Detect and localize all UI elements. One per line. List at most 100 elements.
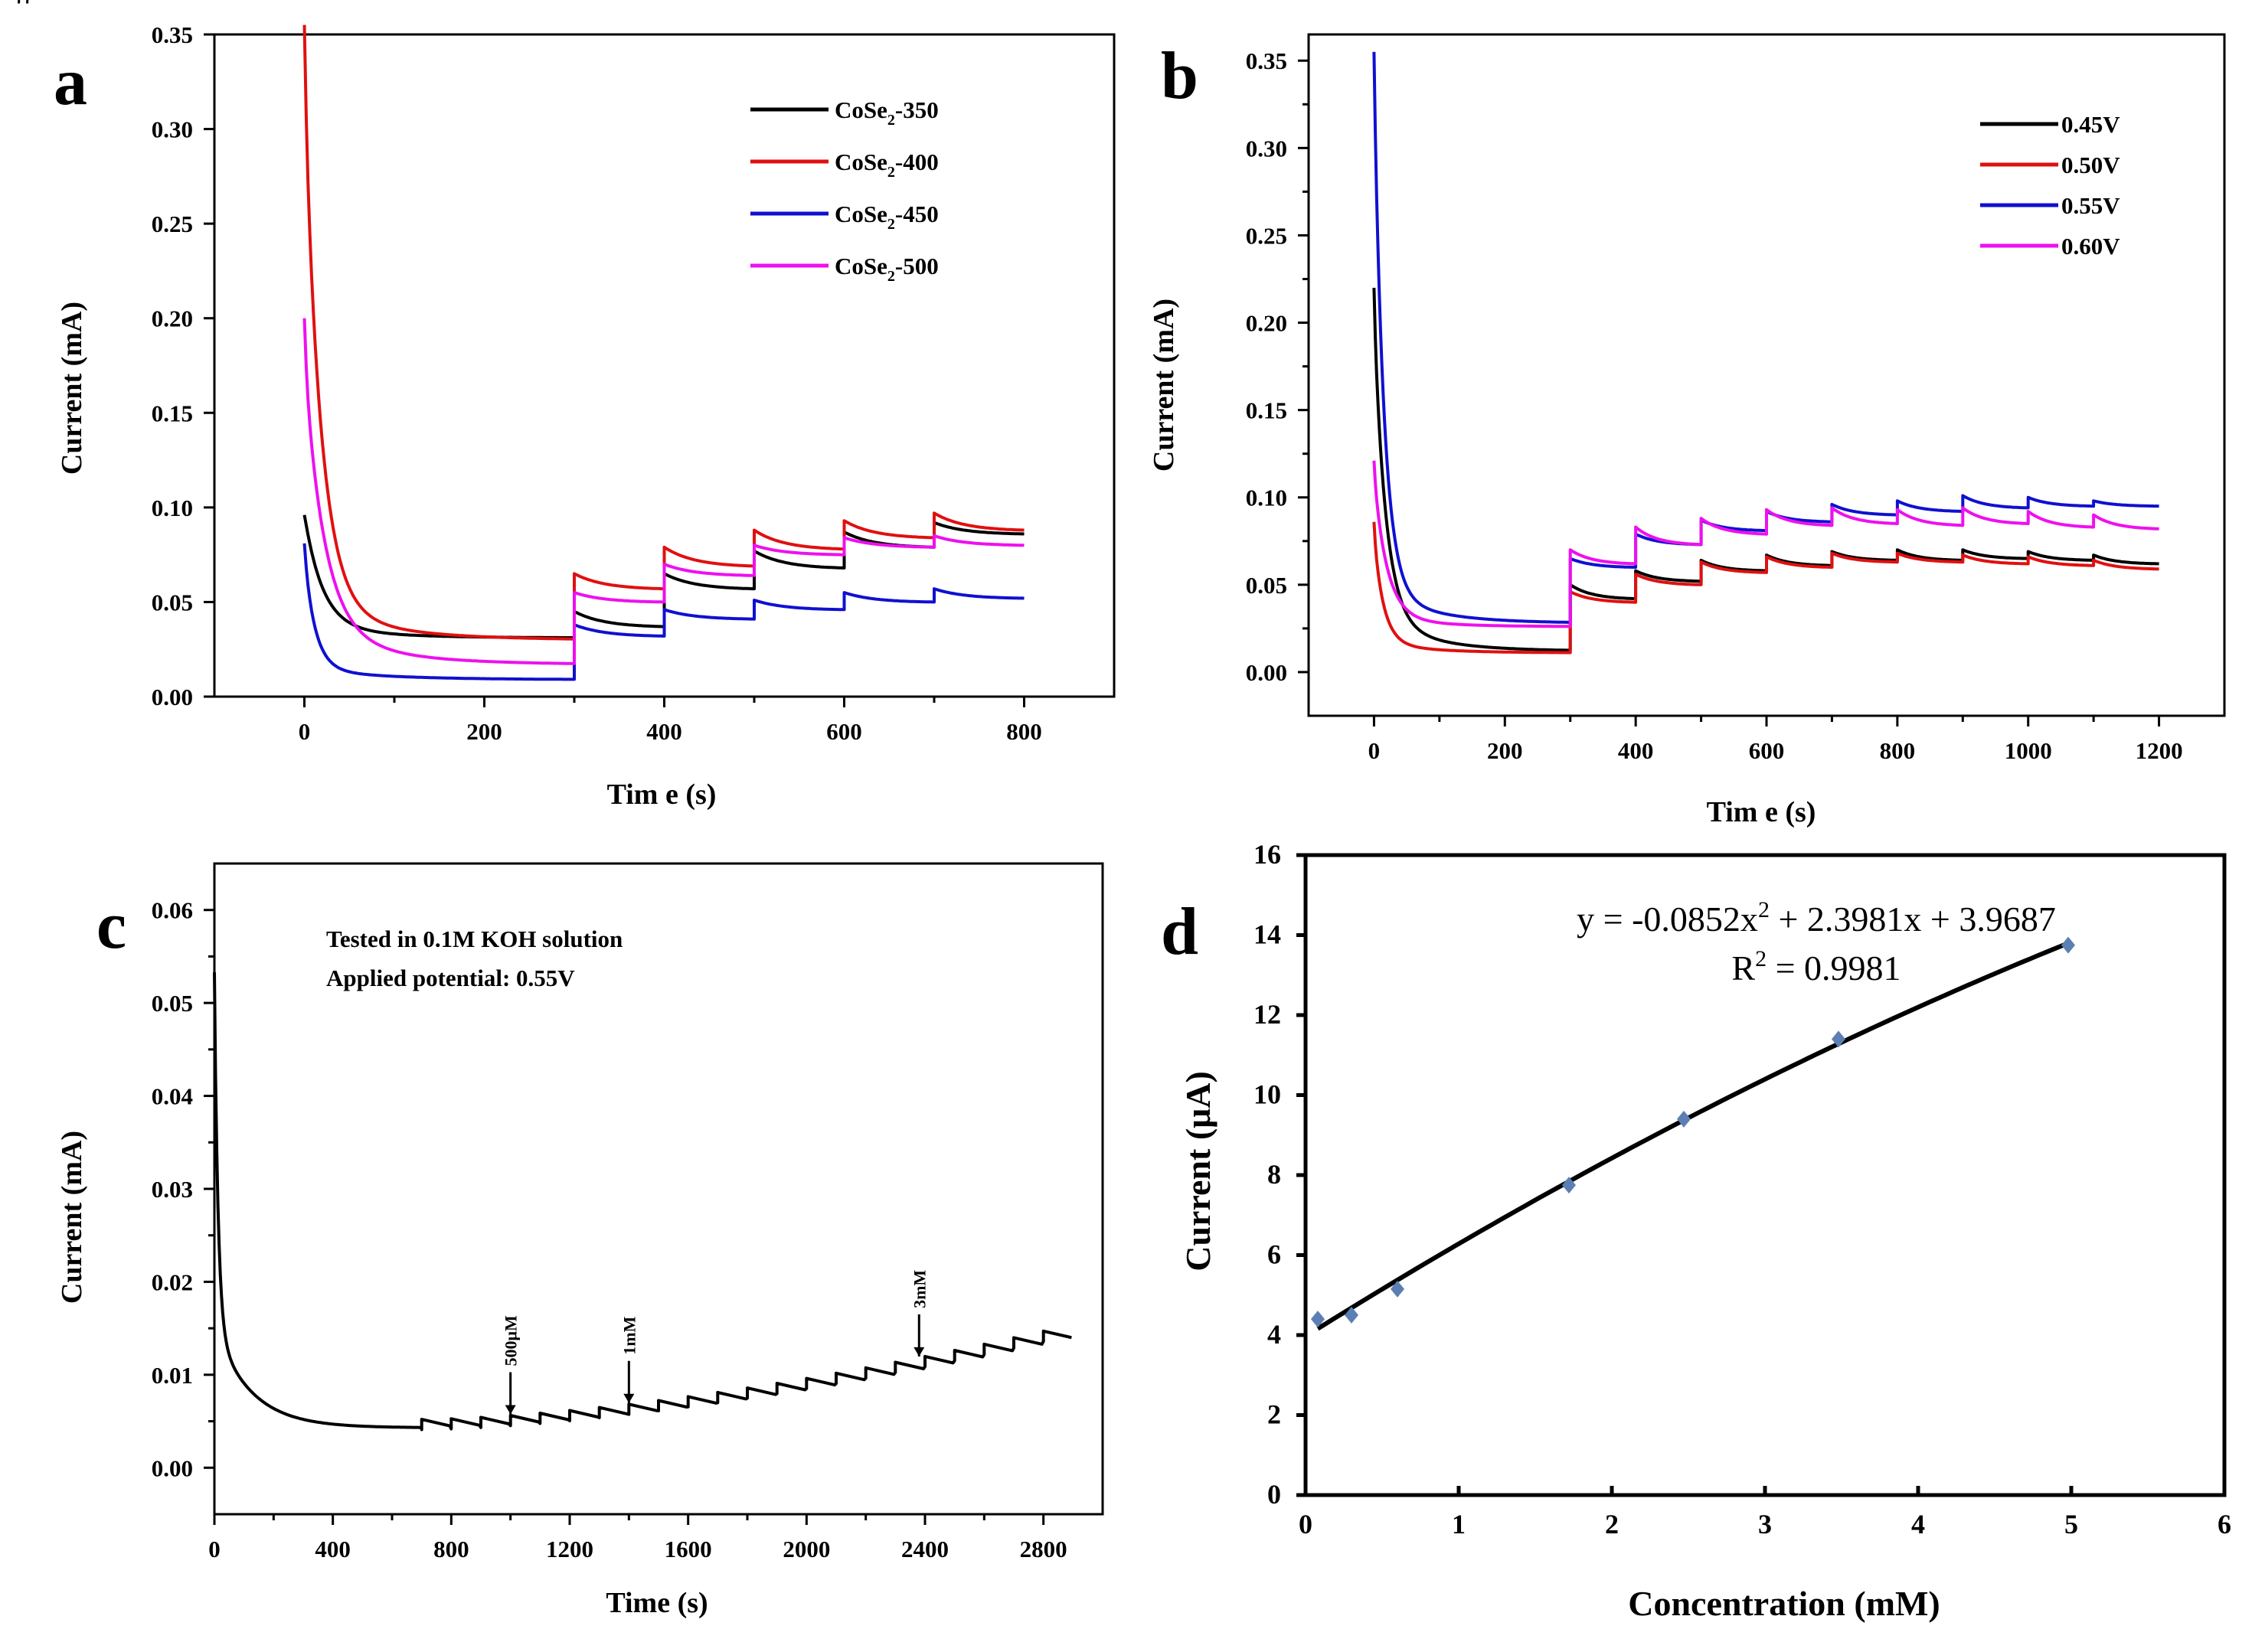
legend-label-4: CoSe2-500 (835, 253, 939, 285)
panel-c-letter: c (96, 889, 126, 963)
y-tick-label: 0.15 (1246, 397, 1287, 424)
y-tick-label: 0.35 (1246, 47, 1287, 74)
legend-label-4: 0.60V (2061, 233, 2120, 260)
y-tick-label: 0.25 (152, 211, 193, 237)
series-line-2 (302, 24, 1025, 641)
x-tick-label: 3 (1758, 1509, 1772, 1539)
panel-d-equation-pre: y = -0.0852x (1577, 899, 1758, 939)
x-tick-label: 2000 (783, 1536, 830, 1562)
data-point-3 (1391, 1280, 1404, 1298)
annotation-arrowhead-5 (914, 1347, 925, 1357)
x-tick-label: 800 (1006, 718, 1042, 745)
series-line-2 (1372, 521, 2159, 655)
x-tick-label: 6 (2218, 1509, 2231, 1539)
y-tick-label: 10 (1253, 1079, 1281, 1110)
panel-d-equation: y = -0.0852x2 + 2.3981x + 3.9687 (1577, 897, 2056, 939)
x-tick-label: 2 (1605, 1509, 1619, 1539)
panel-c-frame (213, 862, 1104, 1516)
annotation-label-5: 3mM (910, 1270, 929, 1308)
panel-d-letter: d (1161, 895, 1198, 969)
y-tick-label: 0.25 (1246, 222, 1287, 249)
annotation-label-2: 100μM (0, 0, 51, 4)
y-tick-label: 0.15 (152, 400, 193, 426)
panel-a-chart: a 0 200 400 600 8000.000.050.100.150.200.250… (54, 21, 1116, 811)
y-tick-label: 0.05 (152, 990, 193, 1017)
annotation-arrowhead-4 (623, 1393, 635, 1403)
panel-a-series (302, 24, 1025, 681)
panel-d-series (1311, 936, 2075, 1331)
panel-a-letter: a (54, 45, 87, 119)
y-tick-label: 4 (1267, 1319, 1281, 1350)
y-tick-label: 0.35 (152, 21, 193, 48)
legend-label-base: CoSe (835, 149, 887, 175)
panel-c-axes: 0 400 800 1200 1600 2000 2400 2800 0.00 0.01 0.02 0… (152, 862, 1104, 1562)
legend-label-3: CoSe2-450 (835, 201, 939, 233)
y-tick-label: 0.05 (1246, 572, 1287, 599)
y-tick-label: 0.03 (152, 1176, 193, 1203)
x-tick-label: 2800 (1020, 1536, 1067, 1562)
y-tick-label: 2 (1267, 1399, 1281, 1430)
panel-c-x-axis-title: Time (s) (606, 1587, 708, 1619)
legend-label-sub: 2 (887, 268, 895, 285)
y-tick-label: 0.10 (152, 495, 193, 521)
x-tick-label: 2400 (901, 1536, 949, 1562)
x-tick-label: 1200 (2136, 737, 2183, 764)
panel-b-axes: 0 200 400 600 800 1000 1200 0.00 0.05 0.10 0.15 0.2… (1246, 33, 2226, 764)
panel-c-chart: c 0 400 800 1200 1600 2000 2400 28000.000.010.0… (0, 0, 1104, 1619)
series-line-3 (1372, 51, 2159, 624)
y-tick-label: 0.04 (152, 1083, 193, 1110)
panel-c-y-axis-title: Current (mA) (56, 1131, 88, 1304)
x-tick-label: 4 (1911, 1509, 1925, 1539)
x-tick-label: 1200 (546, 1536, 593, 1562)
y-tick-label: 8 (1267, 1159, 1281, 1190)
panel-b-y-axis-title: Current (mA) (1148, 299, 1180, 472)
legend-label-suffix: -500 (895, 253, 939, 279)
y-tick-label: 6 (1267, 1239, 1281, 1270)
x-tick-label: 0 (1299, 1509, 1312, 1539)
x-tick-label: 400 (315, 1536, 351, 1562)
legend-label-2: CoSe2-400 (835, 149, 939, 181)
legend-label-base: CoSe (835, 96, 887, 123)
fit-curve (1316, 941, 2070, 1331)
y-tick-label: 14 (1253, 919, 1281, 950)
y-tick-label: 0.06 (152, 897, 193, 924)
series-line-1 (213, 972, 1072, 1432)
x-tick-label: 600 (826, 718, 862, 745)
panel-b-x-axis-title: Tim e (s) (1707, 796, 1816, 828)
legend-label-sub: 2 (887, 216, 895, 233)
panel-c-series (213, 972, 1072, 1432)
legend-label-base: CoSe (835, 201, 887, 227)
x-tick-label: 0 (208, 1536, 221, 1562)
panel-d-equation-post: + 2.3981x + 3.9687 (1770, 899, 2056, 939)
y-tick-label: 0 (1267, 1479, 1281, 1510)
series-line-4 (1372, 460, 2159, 628)
x-tick-label: 1600 (665, 1536, 712, 1562)
y-tick-label: 0.30 (1246, 135, 1287, 162)
y-tick-label: 0.30 (152, 116, 193, 143)
series-line-3 (302, 543, 1025, 681)
y-tick-label: 16 (1253, 839, 1281, 870)
x-tick-label: 400 (646, 718, 682, 745)
panel-d-x-axis-title: Concentration (mM) (1628, 1584, 1940, 1623)
data-point-7 (2061, 936, 2075, 954)
panel-b-series (1372, 51, 2159, 655)
panel-c-note-1: Tested in 0.1M KOH solution (326, 926, 623, 952)
x-tick-label: 200 (466, 718, 502, 745)
y-tick-label: 0.02 (152, 1268, 193, 1295)
y-tick-label: 0.10 (1246, 485, 1287, 511)
annotation-label-4: 1mM (619, 1316, 639, 1354)
x-tick-label: 800 (1880, 737, 1916, 764)
legend-label-1: 0.45V (2061, 111, 2120, 138)
panel-d-r-squared: R2 = 0.9981 (1731, 946, 1901, 988)
panel-d-r-squared-post: = 0.9981 (1767, 948, 1901, 988)
panel-b-legend: 0.45V 0.50V 0.55V 0.60V (1980, 111, 2120, 260)
y-tick-label: 0.00 (1246, 659, 1287, 686)
legend-label-2: 0.50V (2061, 152, 2120, 178)
panel-d-r-squared-pre: R (1731, 948, 1755, 988)
data-point-5 (1677, 1110, 1691, 1128)
series-line-1 (1372, 287, 2159, 652)
